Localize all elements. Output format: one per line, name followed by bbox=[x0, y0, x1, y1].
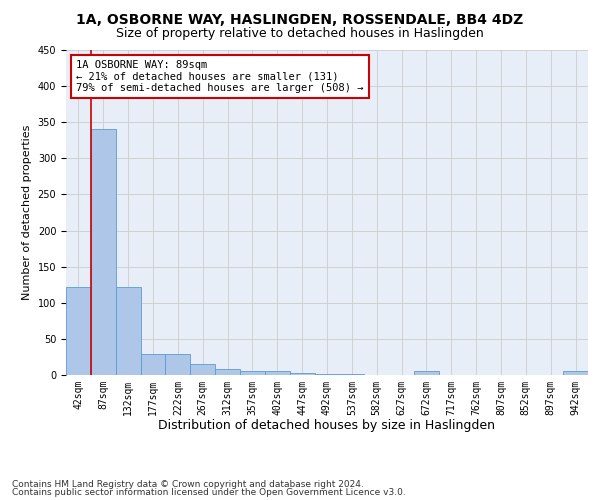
Bar bbox=[340, 374, 364, 375]
Bar bbox=[240, 370, 265, 375]
Bar bbox=[116, 287, 140, 375]
Text: 1A OSBORNE WAY: 89sqm
← 21% of detached houses are smaller (131)
79% of semi-det: 1A OSBORNE WAY: 89sqm ← 21% of detached … bbox=[76, 60, 364, 93]
Text: 1A, OSBORNE WAY, HASLINGDEN, ROSSENDALE, BB4 4DZ: 1A, OSBORNE WAY, HASLINGDEN, ROSSENDALE,… bbox=[76, 12, 524, 26]
Bar bbox=[166, 354, 190, 375]
Text: Size of property relative to detached houses in Haslingden: Size of property relative to detached ho… bbox=[116, 28, 484, 40]
Bar bbox=[215, 368, 240, 375]
Bar bbox=[190, 364, 215, 375]
X-axis label: Distribution of detached houses by size in Haslingden: Distribution of detached houses by size … bbox=[158, 420, 496, 432]
Text: Contains public sector information licensed under the Open Government Licence v3: Contains public sector information licen… bbox=[12, 488, 406, 497]
Bar bbox=[563, 372, 588, 375]
Bar bbox=[140, 354, 166, 375]
Bar bbox=[91, 130, 116, 375]
Y-axis label: Number of detached properties: Number of detached properties bbox=[22, 125, 32, 300]
Bar bbox=[66, 287, 91, 375]
Text: Contains HM Land Registry data © Crown copyright and database right 2024.: Contains HM Land Registry data © Crown c… bbox=[12, 480, 364, 489]
Bar bbox=[265, 372, 290, 375]
Bar bbox=[314, 374, 340, 375]
Bar bbox=[290, 373, 314, 375]
Bar bbox=[414, 372, 439, 375]
